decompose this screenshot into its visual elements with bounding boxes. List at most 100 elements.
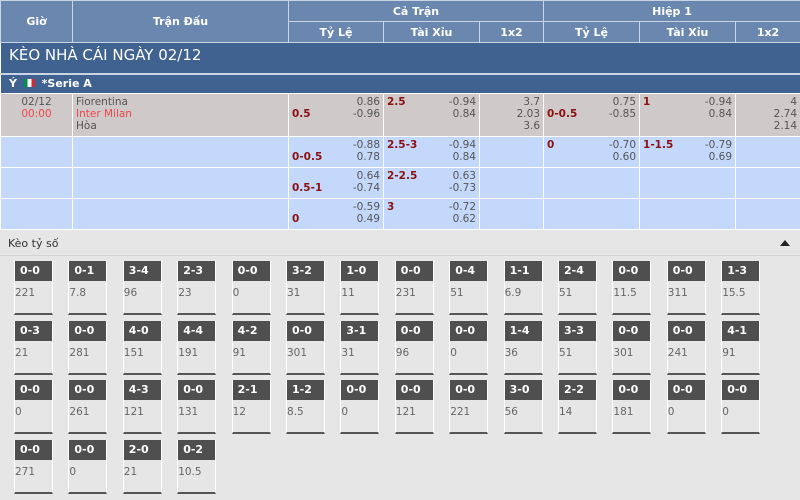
correct-score-item[interactable]: 0-0 241 <box>666 320 706 375</box>
ft-over-under-cell[interactable]: 2.5 -0.94 0.84 <box>383 93 480 137</box>
correct-score-item[interactable]: 4-2 91 <box>231 320 271 375</box>
correct-score-item[interactable]: 0-4 51 <box>449 261 489 315</box>
correct-score-item[interactable]: 3-2 31 <box>286 261 325 315</box>
correct-score-item[interactable]: 2-0 21 <box>122 440 162 495</box>
odds-value[interactable]: 2.03 <box>516 108 541 120</box>
correct-score-item[interactable]: 0-0 181 <box>612 380 652 435</box>
correct-score-item[interactable]: 0-0 0 <box>340 380 380 435</box>
correct-score-item[interactable]: 0-0 301 <box>286 320 325 375</box>
correct-score-item[interactable]: 0-0 0 <box>14 380 53 435</box>
score-label: 1-2 <box>287 380 324 401</box>
h1-over-under-cell[interactable]: 1-1.5 -0.79 0.69 <box>639 136 737 168</box>
correct-score-item[interactable]: 1-4 36 <box>503 320 543 375</box>
correct-score-item[interactable]: 0-0 121 <box>394 380 434 435</box>
correct-score-item[interactable]: 3-0 56 <box>503 380 543 435</box>
ft-handicap-cell[interactable]: 0.5 0.86 -0.96 <box>288 93 384 137</box>
odds-value[interactable]: 0.64 <box>356 170 380 182</box>
odds-value[interactable]: -0.94 <box>448 96 476 108</box>
odds-value[interactable]: -0.70 <box>608 139 637 151</box>
correct-score-item[interactable]: 0-0 261 <box>68 380 108 435</box>
correct-score-item[interactable]: 0-0 221 <box>449 380 489 435</box>
correct-score-item[interactable]: 0-0 96 <box>394 320 434 375</box>
h1-1x2-cell[interactable]: 4 2.74 2.14 <box>735 93 800 137</box>
correct-score-item[interactable]: 0-0 0 <box>721 380 761 435</box>
h1-over-under-cell[interactable]: 1 -0.94 0.84 <box>639 93 737 137</box>
ft-over-under-cell[interactable]: 2-2.5 0.63 -0.73 <box>383 167 480 199</box>
correct-score-item[interactable]: 0-0 301 <box>612 320 652 375</box>
league-row[interactable]: Ý *Serie A <box>0 73 800 94</box>
correct-score-item[interactable]: 0-0 311 <box>666 261 706 315</box>
correct-score-item[interactable]: 1-3 15.5 <box>721 261 761 315</box>
odds-value[interactable]: 0.49 <box>356 213 380 225</box>
score-odds: 301 <box>287 346 308 359</box>
correct-score-item[interactable]: 1-2 8.5 <box>286 380 325 435</box>
odds-value[interactable]: 0.60 <box>612 151 637 163</box>
correct-score-item[interactable]: 2-4 51 <box>558 261 597 315</box>
odds-value[interactable]: 4 <box>790 96 798 108</box>
odds-value[interactable]: 3.6 <box>523 120 541 132</box>
odds-value[interactable]: 2.14 <box>773 120 798 132</box>
correct-score-item[interactable]: 1-0 11 <box>340 261 380 315</box>
correct-score-item[interactable]: 3-4 96 <box>122 261 162 315</box>
correct-score-item[interactable]: 4-4 191 <box>177 320 217 375</box>
odds-value[interactable]: -0.73 <box>448 182 476 194</box>
odds-value[interactable]: -0.79 <box>704 139 733 151</box>
odds-value[interactable]: -0.72 <box>448 201 476 213</box>
odds-value[interactable]: 0.62 <box>452 213 476 225</box>
collapse-arrow-icon[interactable] <box>780 240 790 246</box>
correct-score-item[interactable]: 0-0 281 <box>68 320 108 375</box>
correct-score-item[interactable]: 0-2 10.5 <box>177 440 217 495</box>
odds-value[interactable]: 0.84 <box>452 151 476 163</box>
correct-score-item[interactable]: 0-1 7.8 <box>68 261 108 315</box>
odds-value[interactable]: 0.84 <box>452 108 476 120</box>
ft-1x2-cell[interactable]: 3.7 2.03 3.6 <box>478 93 545 137</box>
correct-score-header[interactable]: Kèo tỷ số <box>0 232 800 256</box>
correct-score-item[interactable]: 3-1 31 <box>340 320 380 375</box>
correct-score-item[interactable]: 2-2 14 <box>558 380 597 435</box>
odds-value[interactable]: -0.59 <box>352 201 380 213</box>
correct-score-item[interactable]: 1-1 6.9 <box>503 261 543 315</box>
odds-value[interactable]: -0.85 <box>608 108 637 120</box>
odds-value[interactable]: 0.86 <box>356 96 380 108</box>
odds-value[interactable]: -0.74 <box>352 182 380 194</box>
correct-score-item[interactable]: 0-0 271 <box>14 440 53 495</box>
ft-handicap-cell[interactable]: 0.5-1 0.64 -0.74 <box>288 167 384 199</box>
correct-score-item[interactable]: 4-0 151 <box>122 320 162 375</box>
odds-value[interactable]: 0.63 <box>452 170 476 182</box>
odds-value[interactable]: -0.94 <box>448 139 476 151</box>
handicap-line-home: 0 <box>547 139 555 151</box>
correct-score-item[interactable]: 2-1 12 <box>231 380 271 435</box>
ft-handicap-cell[interactable]: 0-0.5 -0.88 0.78 <box>288 136 384 168</box>
correct-score-item[interactable]: 0-3 21 <box>14 320 53 375</box>
odds-row: 0 -0.59 0.49 3 -0.72 0.62 <box>0 198 800 230</box>
ft-handicap-cell[interactable]: 0 -0.59 0.49 <box>288 198 384 230</box>
odds-value[interactable]: 0.84 <box>708 108 733 120</box>
odds-value[interactable]: 3.7 <box>523 96 541 108</box>
score-label: 0-3 <box>15 320 52 341</box>
ft-over-under-cell[interactable]: 2.5-3 -0.94 0.84 <box>383 136 480 168</box>
correct-score-item[interactable]: 0-0 0 <box>449 320 489 375</box>
correct-score-item[interactable]: 3-3 51 <box>558 320 597 375</box>
h1-handicap-cell[interactable]: 0 -0.70 0.60 <box>543 136 641 168</box>
correct-score-item[interactable]: 0-0 11.5 <box>612 261 652 315</box>
correct-score-item[interactable]: 0-0 0 <box>68 440 108 495</box>
correct-score-item[interactable]: 2-3 23 <box>177 261 217 315</box>
col-time: Giờ <box>0 0 73 43</box>
correct-score-item[interactable]: 4-3 121 <box>122 380 162 435</box>
odds-value[interactable]: -0.94 <box>704 96 733 108</box>
correct-score-item[interactable]: 0-0 0 <box>666 380 706 435</box>
correct-score-item[interactable]: 0-0 221 <box>14 261 53 315</box>
page-title: KÈO NHÀ CÁI NGÀY 02/12 <box>0 42 800 75</box>
odds-value[interactable]: 2.74 <box>773 108 798 120</box>
odds-value[interactable]: -0.96 <box>352 108 380 120</box>
odds-value[interactable]: 0.75 <box>612 96 637 108</box>
odds-value[interactable]: -0.88 <box>352 139 380 151</box>
correct-score-item[interactable]: 0-0 231 <box>394 261 434 315</box>
correct-score-item[interactable]: 4-1 91 <box>721 320 761 375</box>
correct-score-item[interactable]: 0-0 131 <box>177 380 217 435</box>
odds-value[interactable]: 0.78 <box>356 151 380 163</box>
odds-value[interactable]: 0.69 <box>708 151 733 163</box>
h1-handicap-cell[interactable]: 0-0.5 0.75 -0.85 <box>543 93 641 137</box>
ft-over-under-cell[interactable]: 3 -0.72 0.62 <box>383 198 480 230</box>
correct-score-item[interactable]: 0-0 0 <box>231 261 271 315</box>
